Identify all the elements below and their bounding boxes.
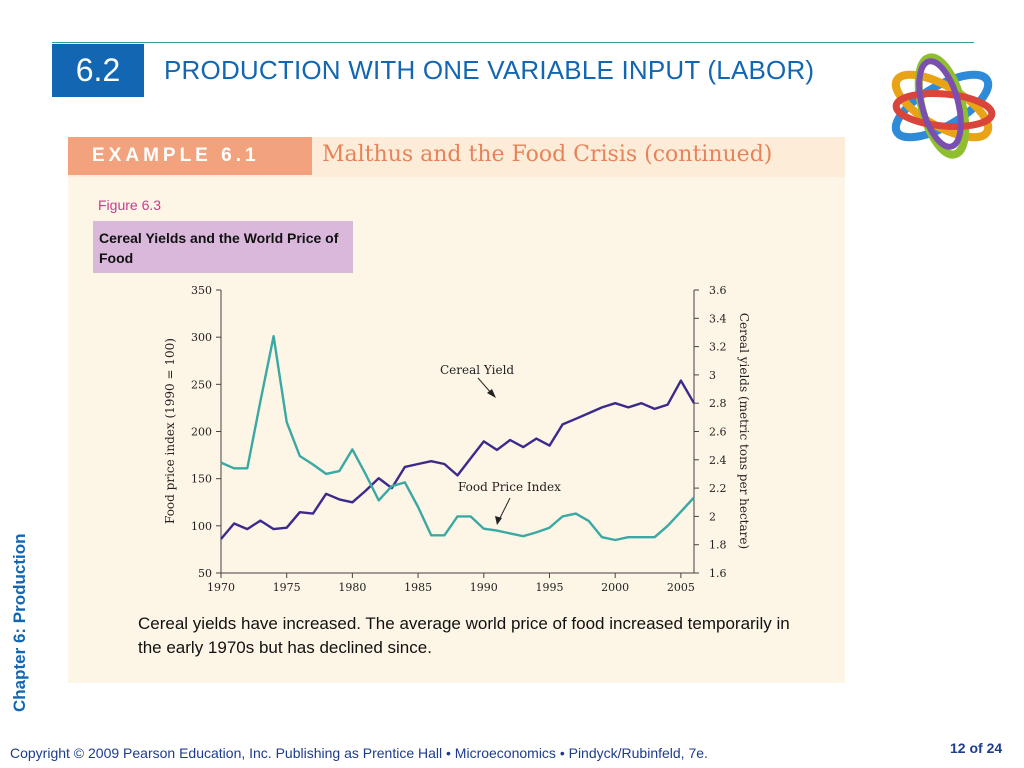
y-tick-label-right: 2.4	[709, 454, 727, 467]
x-tick-label: 2005	[667, 581, 695, 594]
slide-title: PRODUCTION WITH ONE VARIABLE INPUT (LABO…	[164, 55, 815, 85]
annotation-arrow-cereal	[477, 377, 496, 398]
y-tick-label-right: 3.4	[709, 312, 727, 325]
y-tick-label-left: 250	[191, 378, 212, 391]
y-tick-label-left: 100	[191, 520, 212, 533]
x-tick-label: 1975	[273, 581, 301, 594]
x-tick-label: 1995	[535, 581, 563, 594]
copyright-footer: Copyright © 2009 Pearson Education, Inc.…	[10, 745, 708, 761]
section-number: 6.2	[52, 44, 144, 97]
y-tick-label-left: 350	[191, 284, 212, 297]
y-tick-label-left: 200	[191, 426, 212, 439]
example-panel: EXAMPLE 6.1 Malthus and the Food Crisis …	[68, 137, 845, 683]
y-tick-label-left: 150	[191, 473, 212, 486]
example-header: EXAMPLE 6.1 Malthus and the Food Crisis …	[68, 137, 845, 177]
interlocking-rings-icon	[891, 53, 996, 159]
annotation-arrow-food	[495, 497, 511, 525]
y-tick-label-right: 1.8	[709, 539, 727, 552]
example-tag: EXAMPLE 6.1	[68, 137, 312, 175]
annotation-food-price-index: Food Price Index	[458, 480, 561, 494]
figure-description: Cereal yields have increased. The averag…	[138, 614, 790, 657]
y-tick-label-right: 3.6	[709, 284, 727, 297]
series-line-cereal-yield	[220, 379, 696, 540]
y-axis-title-right: Cereal yields (metric tons per hectare)	[737, 313, 751, 549]
y-tick-label-right: 2.6	[709, 426, 727, 439]
y-tick-label-left: 300	[191, 331, 212, 344]
example-title: Malthus and the Food Crisis (continued)	[322, 142, 773, 167]
x-tick-label: 1980	[338, 581, 366, 594]
y-tick-label-right: 2.2	[709, 482, 727, 495]
cereal-food-price-chart: Food price index (1990 = 100) Cereal yie…	[163, 284, 751, 594]
annotation-cereal-yield: Cereal Yield	[440, 363, 514, 377]
x-tick-label: 1985	[404, 581, 432, 594]
y-tick-label-right: 2.8	[709, 397, 727, 410]
chapter-label: Chapter 6: Production	[10, 533, 29, 712]
y-tick-label-right: 3.2	[709, 341, 727, 354]
figure-caption: Cereal Yields and the World Price of Foo…	[93, 221, 353, 273]
y-tick-label-right: 2	[709, 510, 716, 523]
series-line-food-price-index	[220, 334, 695, 542]
top-rule	[52, 42, 974, 43]
y-tick-label-right: 3	[709, 369, 716, 382]
page-number: 12 of 24	[950, 740, 1003, 756]
x-tick-label: 2000	[601, 581, 629, 594]
figure-label: Figure 6.3	[98, 197, 162, 213]
y-axis-title-left: Food price index (1990 = 100)	[163, 338, 177, 524]
x-tick-label: 1990	[470, 581, 498, 594]
x-tick-label: 1970	[207, 581, 235, 594]
y-tick-label-left: 50	[198, 567, 212, 580]
y-tick-label-right: 1.6	[709, 567, 727, 580]
